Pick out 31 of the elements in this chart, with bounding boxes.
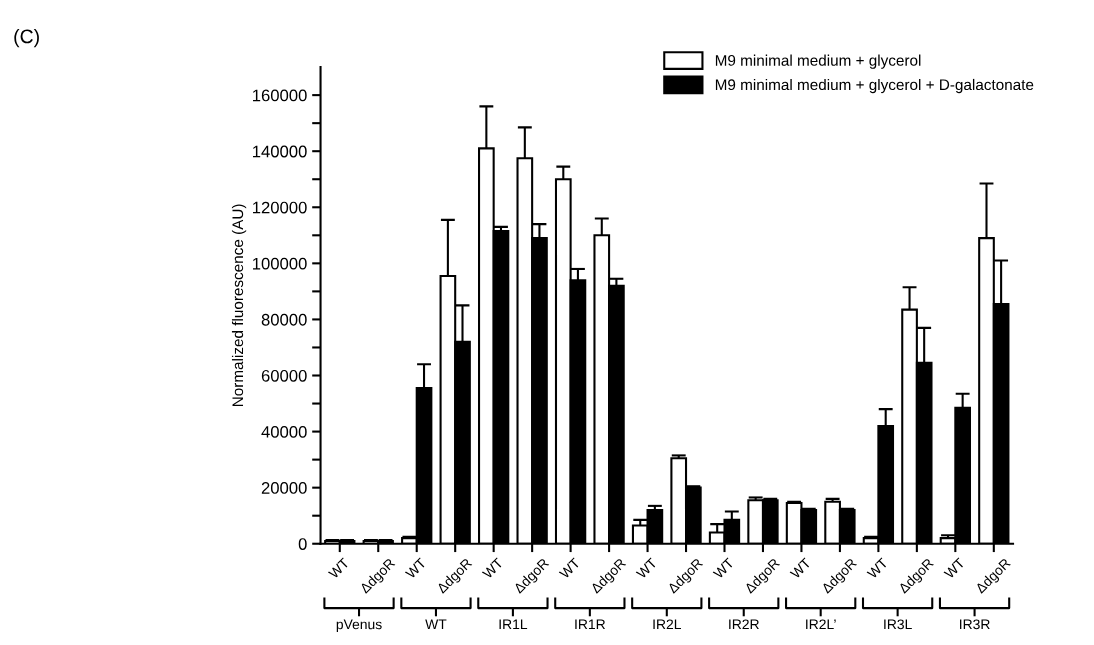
text: IR3L	[884, 619, 912, 630]
y-tick-label: 20000	[261, 482, 307, 494]
text: IR2L	[653, 619, 681, 630]
x-tick-label: WT	[558, 557, 581, 580]
text: IR2L’	[806, 619, 836, 630]
y-tick-label: 120000	[253, 201, 307, 214]
x-tick-label: WT	[866, 557, 889, 580]
x-tick-label: WT	[789, 557, 812, 580]
text: IR2R	[729, 619, 759, 630]
legend-label: M9 minimal medium + glycerol + D-galactonate	[715, 78, 1034, 94]
x-tick-label: WT	[635, 557, 658, 580]
y-tick-label: 160000	[253, 89, 307, 102]
y-axis-title: Normalized fluorescence (AU)	[231, 204, 247, 407]
legend-label: M9 minimal medium + glycerol	[715, 54, 921, 69]
text: IR1R	[575, 619, 606, 630]
x-tick-label: WT	[481, 557, 504, 580]
y-tick-label: 140000	[253, 145, 307, 158]
x-tick-label: WT	[943, 557, 966, 580]
text: (C)	[14, 29, 39, 48]
y-tick-label: 0	[298, 538, 307, 550]
text: pVenus	[336, 619, 382, 632]
text: IR3R	[960, 619, 990, 630]
y-tick-label: 40000	[261, 425, 307, 438]
x-tick-label: WT	[404, 557, 427, 580]
text: WT	[425, 619, 447, 630]
x-tick-label: WT	[327, 557, 350, 580]
y-tick-label: 100000	[253, 257, 307, 270]
y-tick-label: 60000	[261, 369, 307, 382]
x-tick-label: WT	[712, 557, 735, 580]
text: IR1L	[499, 619, 528, 630]
y-tick-label: 80000	[261, 313, 307, 326]
